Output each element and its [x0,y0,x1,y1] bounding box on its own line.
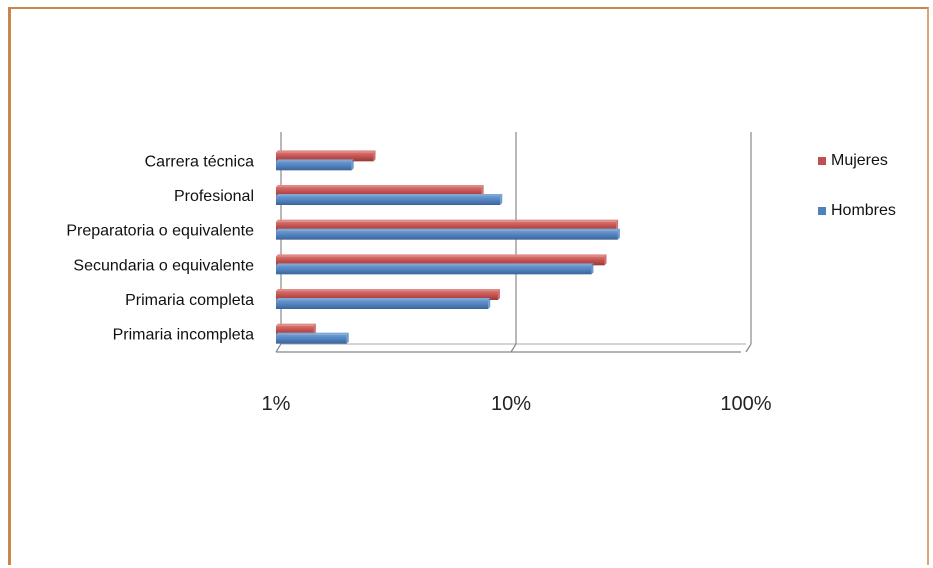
bar-hombres [276,230,618,240]
x-tick-labels: 1% 10% 100% [262,393,772,415]
bar-hombres [276,300,489,309]
legend-swatch-hombres [818,207,826,215]
bar-top-hombres [276,159,354,162]
category-label: Secundaria o equivalente [73,257,254,274]
bar-side-mujeres [373,150,376,162]
bar-top-mujeres [276,219,619,222]
category-label: Primaria completa [125,292,254,309]
legend-label-hombres: Hombres [831,202,896,219]
bar-mujeres [276,325,314,335]
bar-top-hombres [276,194,503,196]
bar-top-mujeres [276,254,607,257]
gridline-floor [510,343,517,353]
bar-side-hombres [617,228,620,240]
bar-top-hombres [276,332,349,335]
bar-side-hombres [500,194,503,205]
bar-mujeres [276,187,482,196]
bar-side-hombres [591,263,594,275]
bar-side-hombres [488,298,491,309]
x-tick-label: 100% [720,393,771,415]
bars-group [276,150,620,344]
category-label: Primaria incompleta [113,327,254,344]
bar-side-mujeres [497,289,500,300]
bar-side-mujeres [481,185,484,196]
bar-side-hombres [351,159,354,171]
legend: Mujeres Hombres [818,152,896,219]
bar-top-hombres [276,298,491,300]
bar-hombres [276,161,352,171]
category-label: Profesional [174,188,254,205]
legend-label-mujeres: Mujeres [831,152,888,169]
bar-hombres [276,334,347,344]
bar-hombres [276,196,501,205]
x-tick-label: 10% [491,393,531,415]
bar-top-hombres [276,263,594,266]
bar-hombres [276,265,592,275]
category-label: Carrera técnica [145,153,254,170]
bar-side-mujeres [616,219,619,231]
bar-side-mujeres [313,323,316,335]
x-tick-label: 1% [262,393,291,415]
category-labels: Carrera técnica Profesional Preparatoria o… [66,153,254,343]
bar-mujeres [276,221,617,231]
bar-side-hombres [346,332,349,344]
bar-top-mujeres [276,323,316,326]
bar-top-mujeres [276,289,500,291]
bar-mujeres [276,152,374,162]
bar-top-mujeres [276,185,484,187]
bar-mujeres [276,291,498,300]
gridline-floor [745,343,752,353]
category-label: Preparatoria o equivalente [66,223,254,240]
bar-side-mujeres [604,254,607,266]
bar-top-mujeres [276,150,376,153]
legend-swatch-mujeres [818,157,826,165]
bar-top-hombres [276,228,620,231]
bar-mujeres [276,256,605,266]
chart-frame [8,7,929,565]
